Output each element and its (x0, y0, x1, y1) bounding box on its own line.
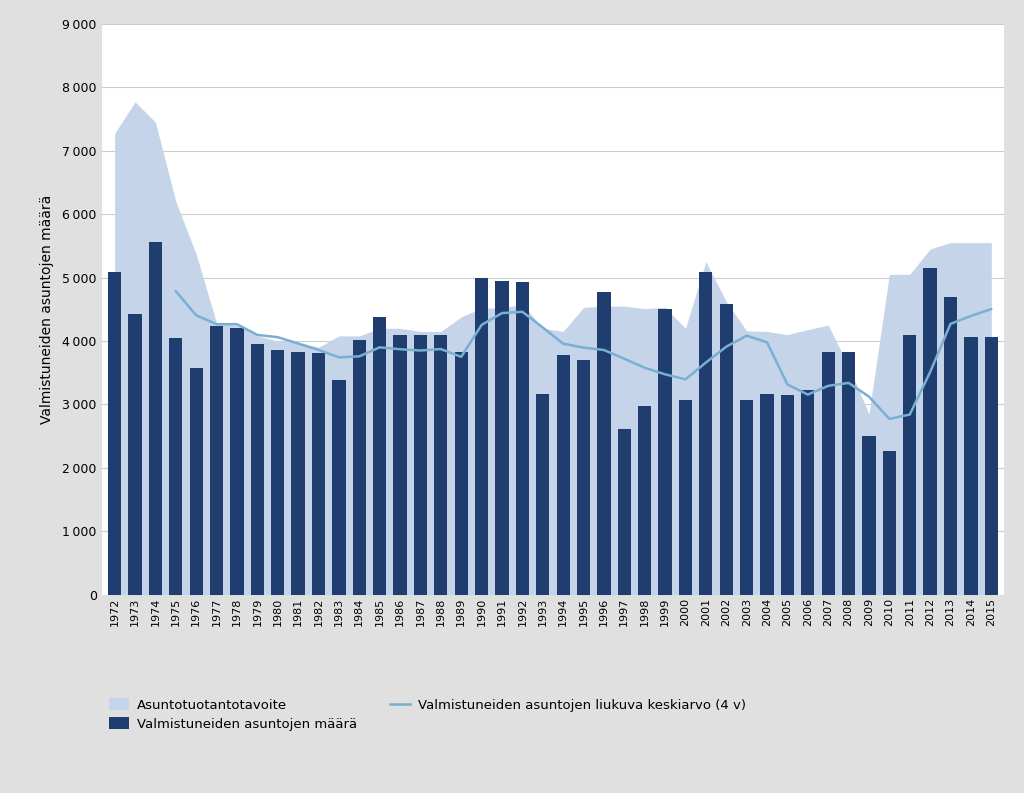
Bar (537, 393, 550, 595)
Bar (862, 436, 876, 595)
Bar (455, 352, 468, 595)
Bar (740, 400, 754, 595)
Bar (108, 273, 121, 595)
Bar (352, 339, 366, 595)
Bar (720, 304, 733, 595)
Bar (658, 308, 672, 595)
Bar (577, 360, 590, 595)
Bar (985, 337, 998, 595)
Bar (597, 292, 610, 595)
Bar (475, 278, 488, 595)
Bar (210, 327, 223, 595)
Bar (414, 335, 427, 595)
Bar (393, 335, 407, 595)
Bar (944, 297, 957, 595)
Bar (924, 268, 937, 595)
Bar (699, 272, 713, 595)
Bar (434, 335, 447, 595)
Bar (883, 450, 896, 595)
Bar (169, 338, 182, 595)
Bar (312, 353, 326, 595)
Bar (516, 282, 529, 595)
Bar (271, 350, 285, 595)
Bar (148, 242, 162, 595)
Bar (821, 352, 835, 595)
Bar (801, 390, 814, 595)
Bar (780, 395, 794, 595)
Bar (189, 368, 203, 595)
Bar (638, 406, 651, 595)
Bar (332, 381, 345, 595)
Legend: Asuntotuotantotavoite, Valmistuneiden asuntojen määrä, Valmistuneiden asuntojen : Asuntotuotantotavoite, Valmistuneiden as… (109, 699, 745, 730)
Bar (128, 314, 141, 595)
Bar (965, 337, 978, 595)
Bar (373, 317, 386, 595)
Bar (251, 344, 264, 595)
Bar (679, 400, 692, 595)
Bar (617, 428, 631, 595)
Y-axis label: Valmistuneiden asuntojen määrä: Valmistuneiden asuntojen määrä (40, 194, 54, 424)
Bar (761, 393, 774, 595)
Bar (292, 352, 305, 595)
Bar (230, 328, 244, 595)
Bar (556, 355, 569, 595)
Bar (903, 335, 916, 595)
Bar (842, 352, 855, 595)
Bar (496, 281, 509, 595)
